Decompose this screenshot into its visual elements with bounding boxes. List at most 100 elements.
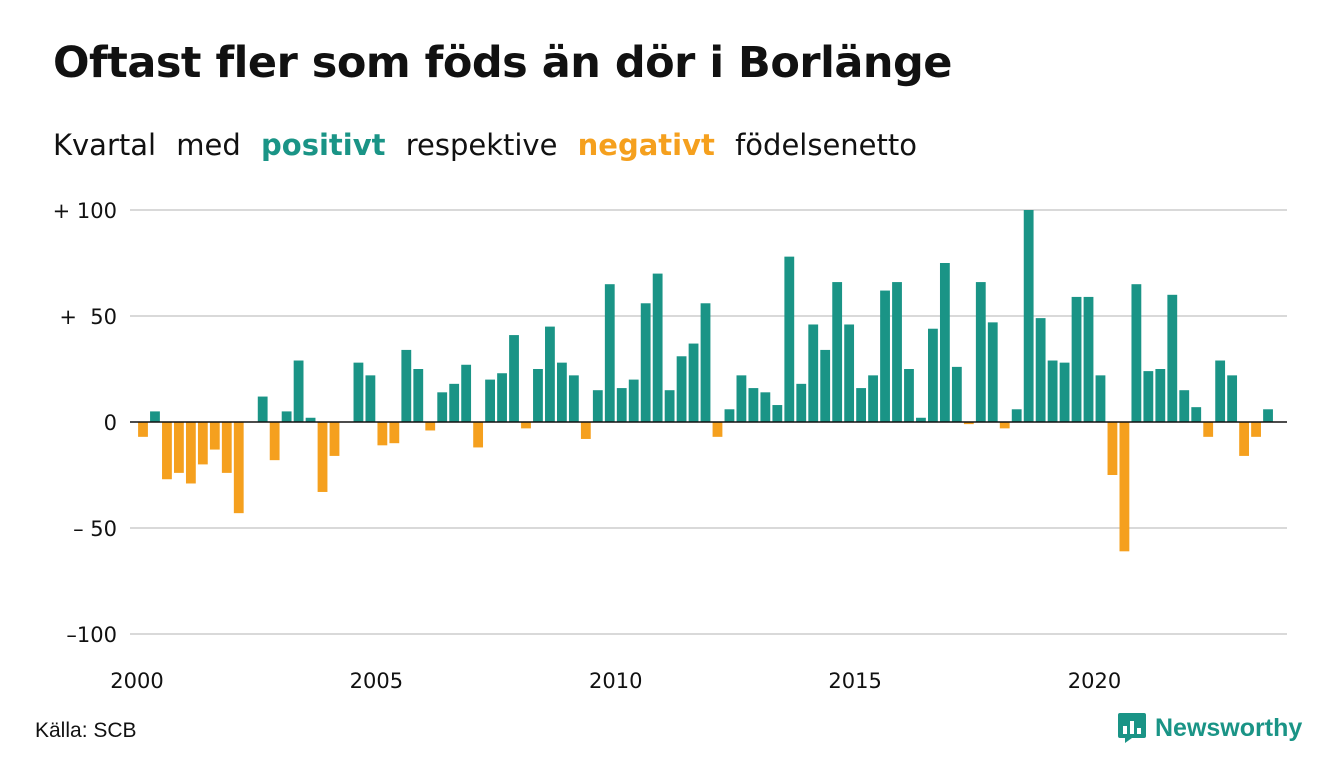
- bar: [604, 284, 615, 422]
- bar: [150, 411, 160, 422]
- chart-subtitle: Kvartal med positivt respektive negativt…: [53, 128, 928, 162]
- bar: [509, 335, 519, 422]
- subtitle-text-2: med: [176, 128, 241, 162]
- bar: [1107, 422, 1118, 475]
- bar: [892, 282, 902, 422]
- bar: [449, 383, 460, 422]
- bar: [928, 328, 938, 422]
- bar: [1215, 360, 1226, 422]
- y-tick-label: + 50: [59, 305, 117, 329]
- bar: [173, 422, 184, 473]
- bar: [580, 422, 591, 439]
- y-tick-label: –100: [66, 623, 117, 647]
- bar: [1047, 360, 1058, 422]
- bar: [1227, 375, 1238, 422]
- bar: [413, 369, 424, 422]
- bar: [1203, 422, 1214, 437]
- x-tick-label: 2005: [350, 669, 403, 693]
- bar: [844, 324, 855, 422]
- bar: [676, 356, 687, 422]
- bar: [820, 349, 831, 422]
- bar: [162, 422, 172, 480]
- bar: [1179, 390, 1190, 422]
- bar: [652, 273, 663, 422]
- bar: [138, 422, 148, 437]
- bar: [305, 417, 316, 422]
- y-tick-label: 0: [104, 411, 117, 435]
- subtitle-text-4: födelsenetto: [735, 128, 917, 162]
- bar: [1059, 362, 1070, 422]
- bar: [221, 422, 232, 473]
- bar: [1035, 318, 1046, 422]
- bar: [389, 422, 400, 444]
- bar: [868, 375, 878, 422]
- y-tick-label: + 100: [53, 199, 117, 223]
- bar: [425, 422, 436, 431]
- bar: [796, 383, 807, 422]
- bar: [1131, 284, 1142, 422]
- bar: [209, 422, 220, 450]
- bar: [197, 422, 208, 465]
- bar: [904, 369, 914, 422]
- x-tick-label: 2000: [110, 669, 163, 693]
- bar: [975, 282, 986, 422]
- bar: [233, 422, 244, 514]
- bar: [185, 422, 196, 484]
- bar: [473, 422, 484, 448]
- bar: [724, 409, 735, 422]
- bar: [497, 373, 507, 422]
- bar: [916, 417, 926, 422]
- bar: [1263, 409, 1273, 422]
- bar: [760, 392, 771, 422]
- bar: [963, 422, 974, 425]
- bar: [784, 256, 795, 422]
- source-note: Källa: SCB: [35, 719, 137, 742]
- bar: [1071, 296, 1082, 422]
- bar: [951, 366, 962, 422]
- bar: [832, 282, 843, 422]
- bar: [1011, 409, 1022, 422]
- bar: [772, 405, 783, 422]
- bar: [856, 388, 867, 422]
- bar: [1167, 294, 1178, 422]
- bar: [736, 375, 747, 422]
- bar: [269, 422, 280, 461]
- bar: [1023, 210, 1034, 422]
- bar: [317, 422, 328, 492]
- x-tick-label: 2020: [1068, 669, 1121, 693]
- bar: [281, 411, 292, 422]
- bar: [688, 343, 699, 422]
- bar-chart: + 100 + 50 0 – 50 –100 2000 2005 2010 2015 2020: [53, 199, 1287, 693]
- bar: [1143, 371, 1154, 422]
- y-tick-label: – 50: [73, 517, 117, 541]
- bar: [664, 390, 675, 422]
- bar: [1239, 422, 1250, 456]
- bar: [1083, 296, 1094, 422]
- bar: [700, 303, 711, 422]
- bar: [808, 324, 819, 422]
- brand-logo: Newsworthy: [1117, 712, 1302, 744]
- x-tick-label: 2015: [828, 669, 881, 693]
- bar: [293, 360, 304, 422]
- bar: [1095, 375, 1106, 422]
- bar: [377, 422, 388, 446]
- bar: [257, 396, 268, 422]
- bar: [365, 375, 376, 422]
- subtitle-text-1: Kvartal: [53, 128, 157, 162]
- brand-name: Newsworthy: [1155, 713, 1303, 742]
- bar: [1119, 422, 1130, 552]
- bar: [592, 390, 603, 422]
- bar: [568, 375, 579, 422]
- bar: [616, 388, 627, 422]
- bar: [939, 263, 950, 422]
- subtitle-positive-label: positivt: [261, 128, 386, 162]
- bar: [1251, 422, 1261, 437]
- chart-speech-bubble-icon: [1118, 713, 1146, 743]
- bar: [545, 326, 555, 422]
- bar: [748, 388, 759, 422]
- bar: [437, 392, 448, 422]
- bar: [556, 362, 567, 422]
- bar: [880, 290, 890, 422]
- bar: [329, 422, 340, 456]
- subtitle-negative-label: negativt: [577, 128, 715, 162]
